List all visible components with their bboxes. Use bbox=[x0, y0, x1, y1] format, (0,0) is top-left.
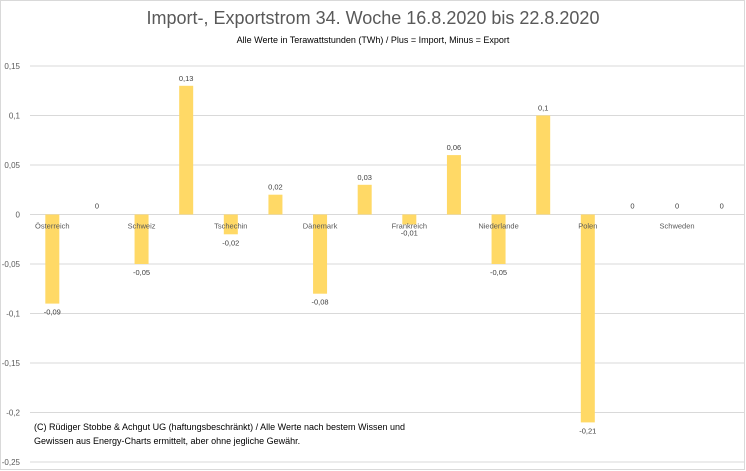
data-label: -0,05 bbox=[133, 268, 150, 277]
copyright-line-1: (C) Rüdiger Stobbe & Achgut UG (haftungs… bbox=[34, 422, 406, 432]
category-label: Niederlande bbox=[478, 222, 518, 231]
gridlines bbox=[30, 65, 744, 463]
y-tick-label: 0,15 bbox=[4, 62, 20, 71]
bar bbox=[268, 194, 283, 215]
y-tick-label: 0,05 bbox=[4, 161, 20, 170]
data-label: -0,02 bbox=[222, 238, 239, 247]
data-label: 0,03 bbox=[357, 173, 372, 182]
category-label: Dänemark bbox=[303, 222, 338, 231]
category-label: Tschechin bbox=[214, 222, 247, 231]
y-tick-label: 0,1 bbox=[9, 112, 21, 121]
data-label: 0,02 bbox=[268, 183, 283, 192]
y-tick-label: 0 bbox=[16, 211, 21, 220]
bar bbox=[357, 184, 372, 215]
data-label: 0 bbox=[675, 202, 679, 211]
y-axis-ticks: 0,15 0,1 0,05 0 -0,05 -0,1 -0,15 -0,2 -0,25 bbox=[2, 62, 21, 467]
data-label: -0,21 bbox=[579, 426, 596, 435]
y-tick-label: -0,2 bbox=[6, 409, 20, 418]
bar bbox=[580, 214, 595, 423]
chart-subtitle: Alle Werte in Terawattstunden (TWh) / Pl… bbox=[236, 35, 510, 45]
chart-title: Import-, Exportstrom 34. Woche 16.8.2020… bbox=[146, 8, 600, 28]
bar bbox=[402, 214, 417, 225]
data-label: 0,1 bbox=[538, 104, 548, 113]
bar bbox=[491, 214, 506, 264]
bar bbox=[223, 214, 238, 235]
category-label: Österreich bbox=[35, 222, 70, 231]
data-label: 0,06 bbox=[447, 143, 462, 152]
bar bbox=[313, 214, 328, 294]
bar bbox=[179, 85, 194, 215]
bar bbox=[446, 155, 461, 215]
bars bbox=[45, 85, 595, 423]
y-tick-label: -0,15 bbox=[2, 359, 21, 368]
category-label: Schweden bbox=[660, 222, 695, 231]
y-tick-label: -0,1 bbox=[6, 310, 20, 319]
data-labels: -0,09 -0,05 -0,02 -0,08 -0,01 -0,05 -0,21 0 0 0,1… bbox=[44, 74, 724, 436]
data-label: -0,01 bbox=[401, 228, 418, 237]
y-tick-label: -0,05 bbox=[2, 260, 21, 269]
data-label: -0,09 bbox=[44, 308, 61, 317]
data-label: 0 bbox=[630, 202, 634, 211]
bar bbox=[45, 214, 60, 304]
category-label: Polen bbox=[578, 222, 597, 231]
data-label: -0,05 bbox=[490, 268, 507, 277]
bar bbox=[536, 115, 551, 215]
copyright-note: (C) Rüdiger Stobbe & Achgut UG (haftungs… bbox=[34, 420, 454, 448]
category-label: Frankreich bbox=[392, 222, 427, 231]
data-label: -0,08 bbox=[312, 298, 329, 307]
category-label: Schweiz bbox=[128, 222, 156, 231]
data-label: 0,13 bbox=[179, 74, 194, 83]
y-tick-label: -0,25 bbox=[2, 458, 21, 467]
data-label: 0 bbox=[720, 202, 724, 211]
bar bbox=[134, 214, 149, 264]
copyright-line-2: Gewissen aus Energy-Charts ermittelt, ab… bbox=[34, 436, 301, 446]
data-label: 0 bbox=[95, 202, 99, 211]
category-labels: Österreich Schweiz Tschechin Dänemark Frankr… bbox=[35, 222, 695, 231]
